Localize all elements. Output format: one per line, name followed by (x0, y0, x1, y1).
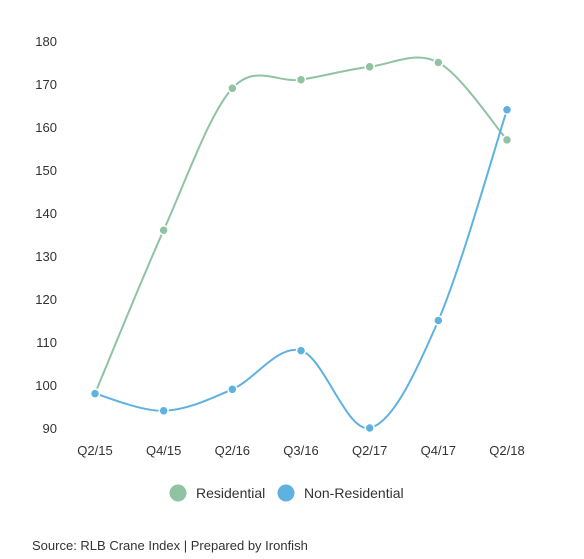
series-lines (94, 56, 508, 430)
data-point-residential (295, 74, 307, 85)
legend-label-non-residential: Non-Residential (304, 485, 404, 501)
y-tick-label: 120 (35, 292, 57, 307)
data-point-residential (433, 57, 444, 68)
y-tick-label: 150 (35, 163, 57, 178)
legend-marker-non-residential (277, 484, 295, 502)
data-point-residential (158, 224, 169, 236)
y-tick-label: 140 (35, 206, 57, 221)
y-tick-label: 100 (35, 378, 57, 393)
data-point-residential (227, 83, 238, 94)
source-note: Source: RLB Crane Index | Prepared by Ir… (32, 538, 308, 553)
x-tick-label: Q2/15 (77, 443, 112, 458)
y-tick-label: 180 (35, 34, 57, 49)
y-tick-label: 110 (36, 335, 57, 350)
data-point-residential (364, 61, 375, 73)
data-point-non-residential (295, 345, 307, 356)
data-point-non-residential (89, 388, 101, 399)
data-point-non-residential (433, 315, 444, 326)
y-tick-label: 160 (35, 120, 57, 135)
x-tick-label: Q2/17 (352, 443, 387, 458)
y-tick-label: 170 (35, 77, 57, 92)
data-point-residential (501, 134, 513, 146)
x-axis: Q2/15 Q4/15 Q2/16 Q3/16 Q2/17 Q4/17 Q2/18 (77, 443, 524, 458)
data-point-non-residential (227, 384, 238, 395)
legend: Residential Non-Residential (169, 484, 404, 502)
y-tick-label: 90 (43, 421, 57, 436)
x-tick-label: Q2/18 (489, 443, 524, 458)
series-points (89, 57, 513, 434)
legend-label-residential: Residential (196, 485, 265, 501)
legend-marker-residential (169, 484, 187, 502)
x-tick-label: Q3/16 (283, 443, 318, 458)
series-line-non-residential (94, 109, 508, 430)
y-tick-label: 130 (35, 249, 57, 264)
y-axis: 90 100 110 120 130 140 150 160 170 180 (35, 34, 57, 436)
data-point-non-residential (158, 405, 169, 417)
x-tick-label: Q4/15 (146, 443, 181, 458)
series-line-residential (94, 56, 508, 394)
x-tick-label: Q2/16 (215, 443, 250, 458)
data-point-non-residential (364, 422, 375, 434)
data-point-non-residential (501, 104, 513, 116)
x-tick-label: Q4/17 (421, 443, 456, 458)
